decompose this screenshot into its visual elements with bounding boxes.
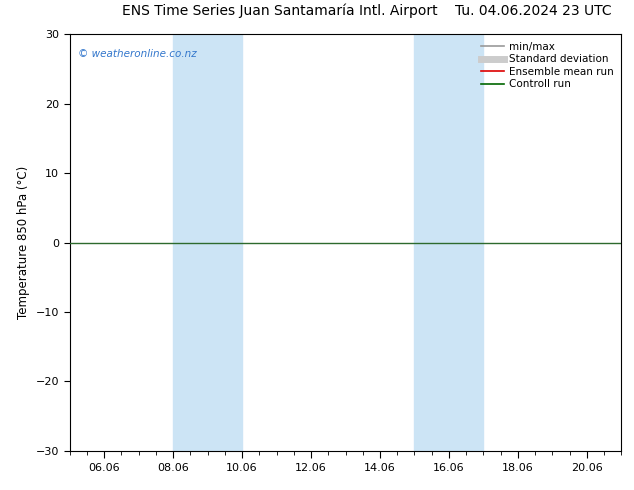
Y-axis label: Temperature 850 hPa (°C): Temperature 850 hPa (°C)	[17, 166, 30, 319]
Text: ENS Time Series Juan Santamaría Intl. Airport: ENS Time Series Juan Santamaría Intl. Ai…	[122, 3, 437, 18]
Bar	[173, 34, 242, 451]
Legend: min/max, Standard deviation, Ensemble mean run, Controll run: min/max, Standard deviation, Ensemble me…	[479, 40, 616, 92]
Text: Tu. 04.06.2024 23 UTC: Tu. 04.06.2024 23 UTC	[455, 3, 611, 18]
Bar	[415, 34, 483, 451]
Text: © weatheronline.co.nz: © weatheronline.co.nz	[78, 49, 197, 59]
Title: ENS Time Series Juan Santamaría Intl. Airport     Tu. 04.06.2024 23 UTC: ENS Time Series Juan Santamaría Intl. Ai…	[0, 489, 1, 490]
